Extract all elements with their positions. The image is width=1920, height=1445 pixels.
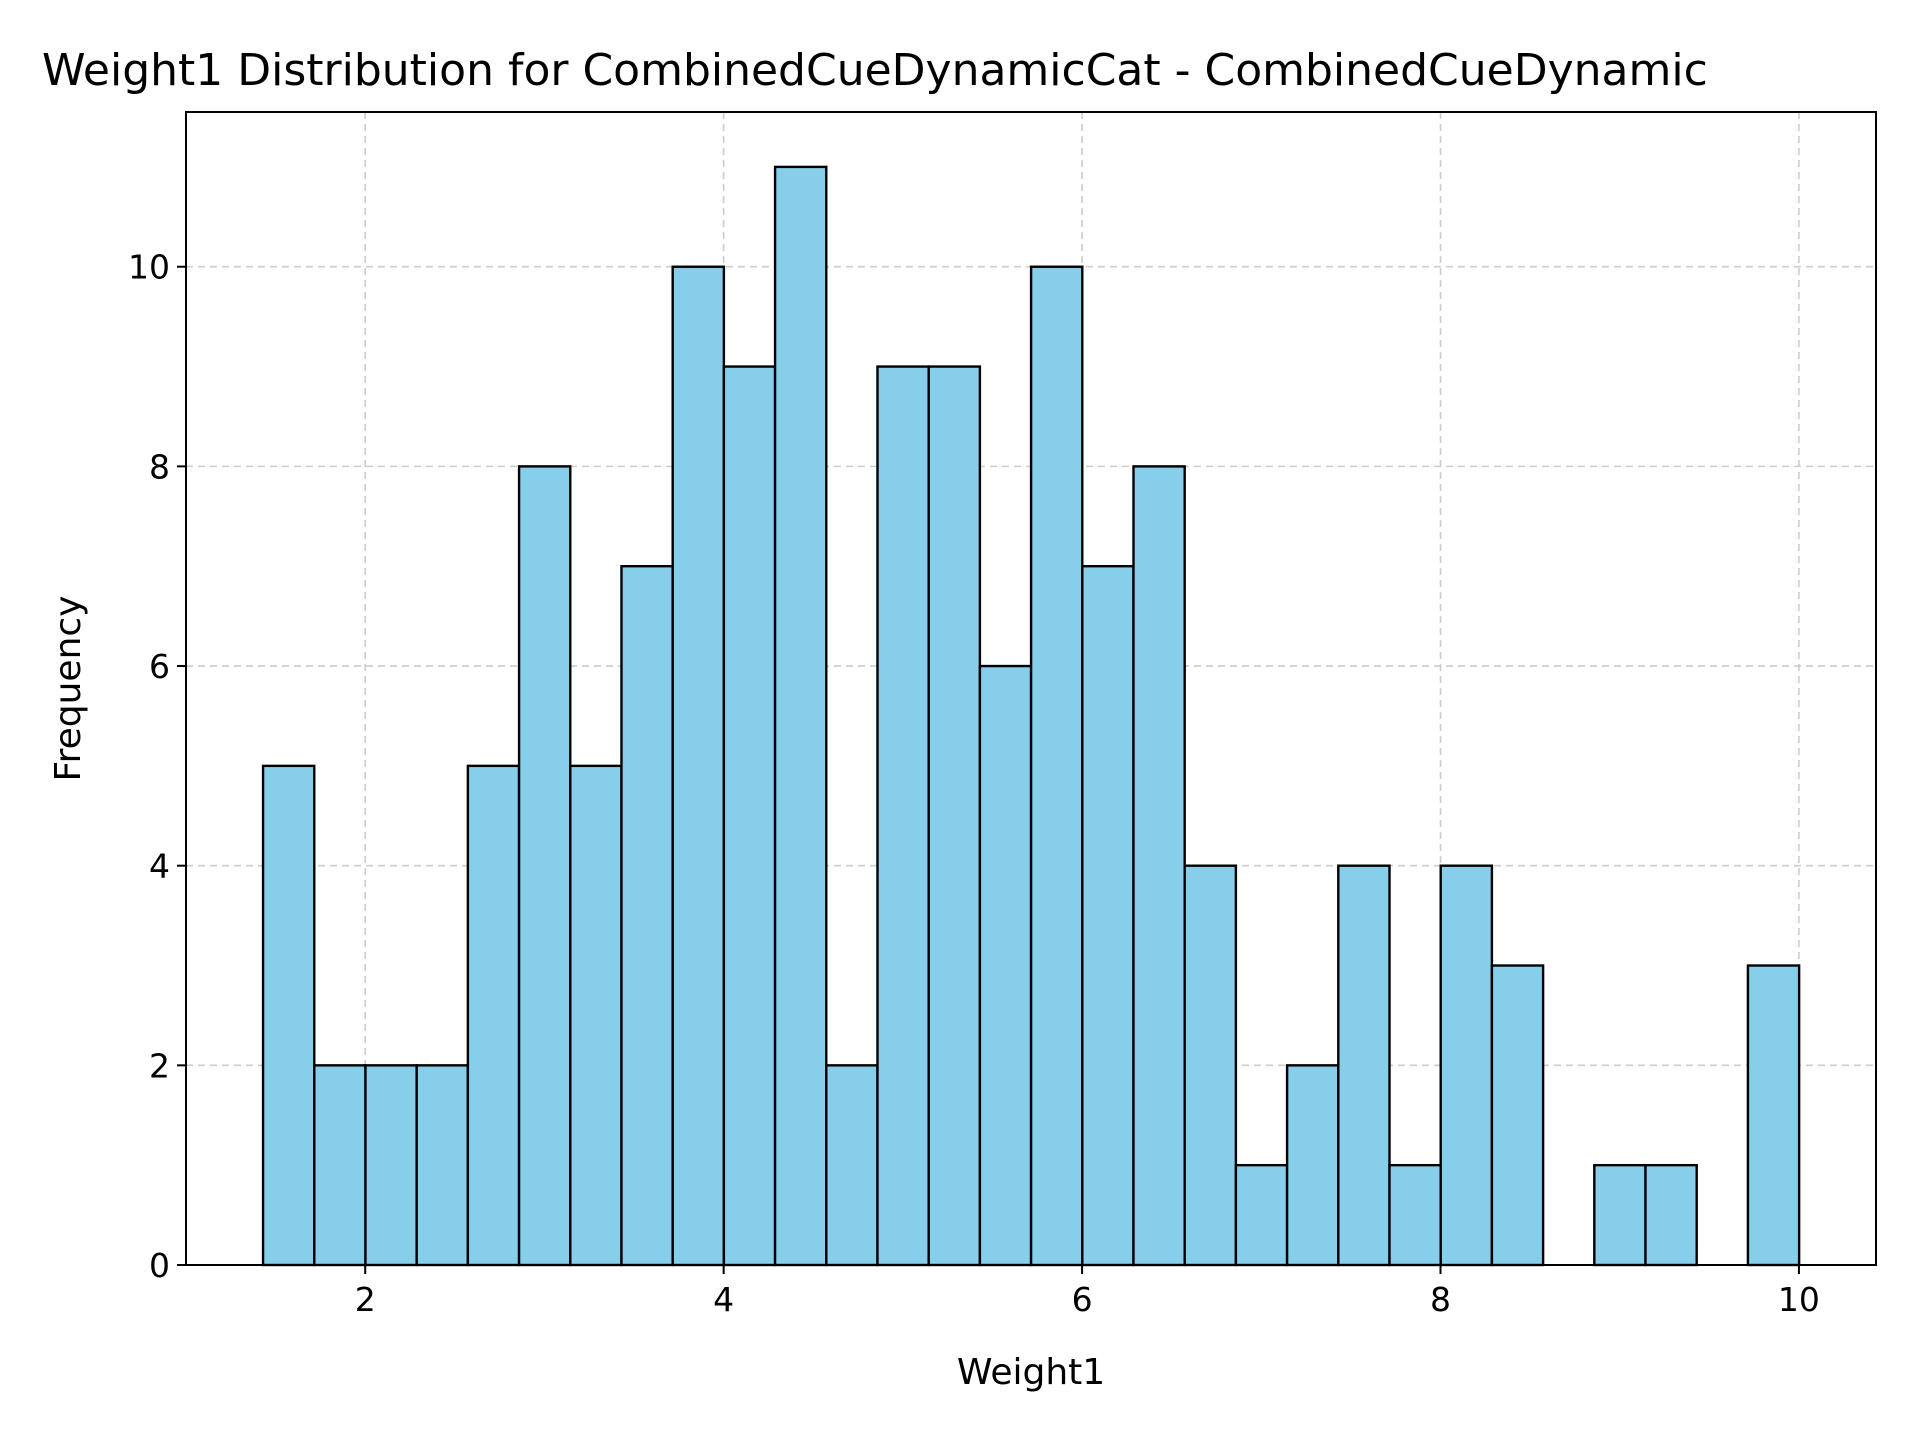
plot-frame — [185, 111, 1877, 1266]
chart-title: Weight1 Distribution for CombinedCueDyna… — [42, 45, 1708, 96]
y-tick-label: 10 — [128, 248, 170, 287]
axis-ticks: 2 4 6 8 10 0 2 4 6 8 10 — [128, 248, 1820, 1319]
y-axis-label: Frequency — [48, 596, 89, 782]
y-tick-label: 6 — [149, 647, 170, 686]
y-tick-label: 8 — [149, 447, 170, 486]
histogram-bar — [1029, 265, 1084, 1267]
histogram-bar — [466, 764, 521, 1267]
histogram-bar — [517, 465, 572, 1267]
y-tick-label: 0 — [149, 1246, 170, 1285]
histogram-bar — [1132, 465, 1186, 1267]
y-tick-label: 4 — [149, 847, 170, 886]
histogram-bar — [364, 1064, 418, 1267]
x-tick-label: 10 — [1778, 1280, 1820, 1319]
histogram-bar — [1081, 565, 1135, 1267]
histogram-bar — [1285, 1064, 1340, 1267]
histogram-bar — [261, 764, 316, 1267]
histogram-bar — [1439, 864, 1494, 1267]
histogram-bars — [261, 165, 1801, 1267]
histogram-bar — [773, 165, 828, 1267]
histogram-bar — [313, 1064, 367, 1267]
histogram-bar — [1234, 1163, 1289, 1267]
histogram-bar — [1593, 1163, 1647, 1267]
histogram-bar — [978, 664, 1033, 1267]
histogram-bar — [1388, 1163, 1442, 1267]
histogram-bar — [1337, 864, 1391, 1267]
histogram-bar — [415, 1064, 470, 1267]
x-axis-label: Weight1 — [957, 1352, 1105, 1393]
histogram-bar — [1183, 864, 1238, 1267]
histogram-bar — [1746, 964, 1801, 1267]
histogram-bar — [722, 365, 777, 1267]
histogram-bar — [1644, 1163, 1698, 1267]
histogram-bar — [671, 265, 726, 1267]
histogram-bar — [927, 365, 982, 1267]
x-tick-label: 8 — [1430, 1280, 1451, 1319]
histogram-bar — [825, 1064, 879, 1267]
histogram-bar — [620, 565, 674, 1267]
x-tick-label: 4 — [713, 1280, 734, 1319]
x-tick-label: 2 — [355, 1280, 376, 1319]
histogram-bar — [876, 365, 930, 1267]
x-tick-label: 6 — [1072, 1280, 1093, 1319]
histogram-bar — [1490, 964, 1545, 1267]
histogram-bar — [569, 764, 623, 1267]
y-tick-label: 2 — [149, 1046, 170, 1085]
